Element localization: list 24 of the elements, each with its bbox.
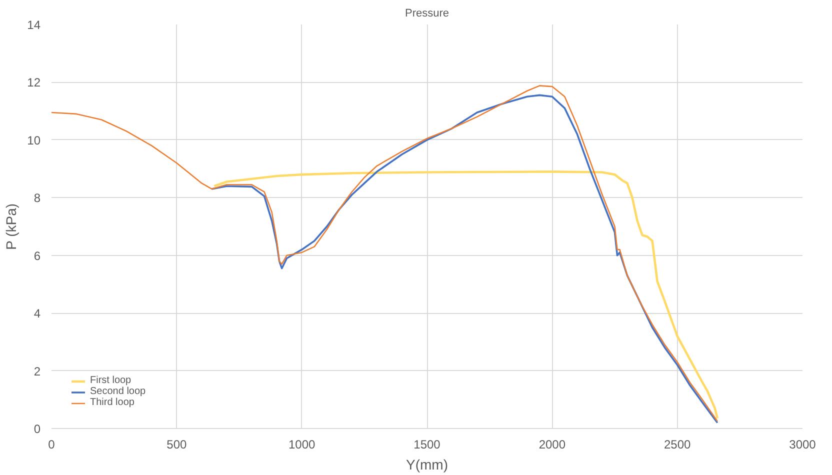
legend-label: Second loop — [90, 386, 146, 397]
y-tick-label: 10 — [27, 133, 41, 148]
x-tick-label: 3000 — [789, 438, 816, 452]
y-tick-label: 14 — [27, 18, 41, 32]
legend-label: Third loop — [90, 397, 134, 408]
y-tick-label: 2 — [34, 364, 41, 378]
x-tick-label: 2500 — [664, 438, 692, 452]
y-tick-label: 12 — [27, 76, 41, 90]
y-tick-label: 8 — [34, 191, 41, 206]
x-tick-label: 500 — [166, 438, 188, 452]
chart-title: Pressure — [404, 8, 450, 20]
x-tick-label: 1500 — [414, 438, 441, 452]
y-tick-label: 6 — [34, 248, 41, 263]
x-tick-label: 1000 — [288, 438, 316, 452]
line-series — [52, 85, 718, 422]
line-series — [213, 170, 719, 420]
x-tick-label: 2000 — [538, 438, 566, 452]
legend-label: First loop — [90, 375, 132, 386]
y-axis-title: P (kPa) — [3, 203, 20, 250]
x-axis-title: Y(mm) — [406, 456, 448, 472]
y-tick-label: 0 — [34, 422, 41, 436]
x-tick-label: 0 — [48, 438, 56, 452]
y-tick-label: 4 — [34, 306, 41, 321]
line-series — [210, 94, 718, 424]
